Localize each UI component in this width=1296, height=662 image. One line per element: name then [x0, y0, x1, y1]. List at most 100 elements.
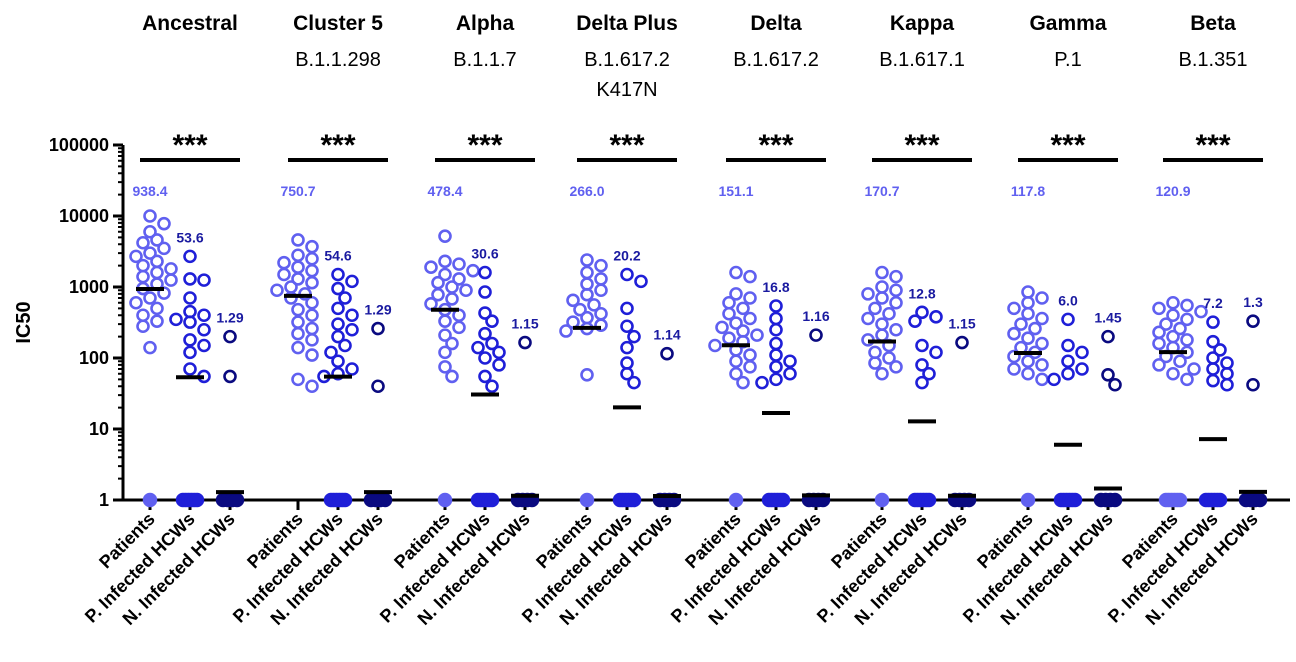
data-point: [452, 272, 466, 286]
data-point: [594, 258, 608, 273]
data-point: [861, 311, 875, 326]
data-point: [1246, 314, 1260, 328]
data-point: [875, 317, 889, 331]
geometric-mean-label: 750.7: [280, 183, 315, 199]
significance-label: ***: [1195, 129, 1230, 162]
data-point: [594, 272, 608, 286]
data-point: [291, 302, 305, 317]
variant-lineage: B.1.617.2: [584, 49, 670, 71]
data-point: [305, 239, 319, 254]
data-point: [136, 319, 150, 334]
geometric-mean-label: 53.6: [176, 229, 203, 245]
data-point: [305, 348, 319, 362]
data-point: [136, 258, 150, 273]
data-point: [445, 280, 459, 294]
data-point: [1035, 336, 1049, 351]
data-point: [478, 285, 492, 299]
variant-title: Gamma: [1029, 12, 1106, 35]
data-point: [1152, 336, 1166, 351]
variant-lineage: B.1.617.2: [733, 49, 819, 71]
data-point: [452, 257, 466, 271]
data-point: [715, 320, 729, 335]
data-point: [634, 274, 648, 289]
data-point: [438, 360, 452, 374]
data-point: [1206, 351, 1220, 365]
data-point: [769, 336, 783, 351]
data-point: [729, 287, 743, 301]
geometric-mean-label: 54.6: [324, 247, 351, 263]
data-point: [424, 296, 438, 311]
data-point: [143, 224, 157, 239]
data-point: [750, 328, 764, 342]
data-point-floor: [579, 492, 595, 508]
data-point: [478, 265, 492, 280]
data-point: [150, 233, 164, 247]
data-point: [305, 275, 319, 290]
data-point: [882, 306, 896, 321]
geometric-mean-label: 1.45: [1094, 310, 1121, 326]
data-point: [478, 369, 492, 384]
data-point: [769, 311, 783, 326]
geometric-mean-label: 6.0: [1058, 292, 1078, 308]
variant-lineage: B.1.351: [1179, 49, 1248, 71]
data-point-floor: [874, 492, 890, 508]
geometric-mean-label: 120.9: [1155, 183, 1190, 199]
data-point: [129, 249, 143, 264]
data-point: [284, 291, 298, 305]
variant-panel: Delta PlusB.1.617.2K417N***266.0Patients…: [518, 12, 682, 629]
data-point: [1035, 358, 1049, 372]
data-point: [1152, 325, 1166, 340]
data-point: [150, 265, 164, 280]
data-point: [1061, 354, 1075, 369]
data-point: [915, 375, 929, 390]
variant-title: Ancestral: [142, 12, 238, 35]
data-point-floor: [484, 492, 500, 508]
data-point: [345, 274, 359, 289]
data-point: [809, 328, 823, 342]
data-point: [291, 248, 305, 263]
data-point: [627, 375, 641, 390]
data-point: [150, 254, 164, 269]
data-point: [875, 291, 889, 305]
y-tick-label: 100000: [49, 135, 109, 155]
data-point: [345, 362, 359, 376]
data-point-floor: [626, 492, 642, 508]
data-point: [438, 328, 452, 342]
data-point: [291, 272, 305, 286]
data-point: [331, 354, 345, 369]
data-point: [345, 322, 359, 337]
data-point: [431, 287, 445, 302]
data-point: [1180, 372, 1194, 387]
data-point: [594, 306, 608, 321]
data-point: [580, 265, 594, 280]
geometric-mean-label: 20.2: [613, 247, 640, 263]
data-point: [769, 372, 783, 387]
data-point-floor: [189, 492, 205, 508]
data-point: [1007, 301, 1021, 316]
data-point: [150, 314, 164, 328]
data-point: [277, 267, 291, 282]
geometric-mean-label: 1.29: [364, 302, 391, 318]
variant-title: Cluster 5: [293, 12, 383, 35]
data-point: [1014, 317, 1028, 331]
data-point: [324, 345, 338, 360]
data-point: [438, 229, 452, 243]
significance-label: ***: [609, 129, 644, 162]
data-point: [129, 295, 143, 310]
data-point: [875, 366, 889, 381]
data-point: [1220, 377, 1234, 392]
geometric-mean-label: 1.29: [216, 310, 243, 326]
data-point: [305, 251, 319, 266]
geometric-mean-label: 7.2: [1203, 295, 1223, 311]
data-point: [1206, 334, 1220, 349]
data-point-floor: [921, 492, 937, 508]
data-point: [594, 283, 608, 298]
significance-label: ***: [172, 129, 207, 162]
data-point: [729, 265, 743, 280]
data-point: [291, 326, 305, 341]
data-point: [769, 348, 783, 362]
